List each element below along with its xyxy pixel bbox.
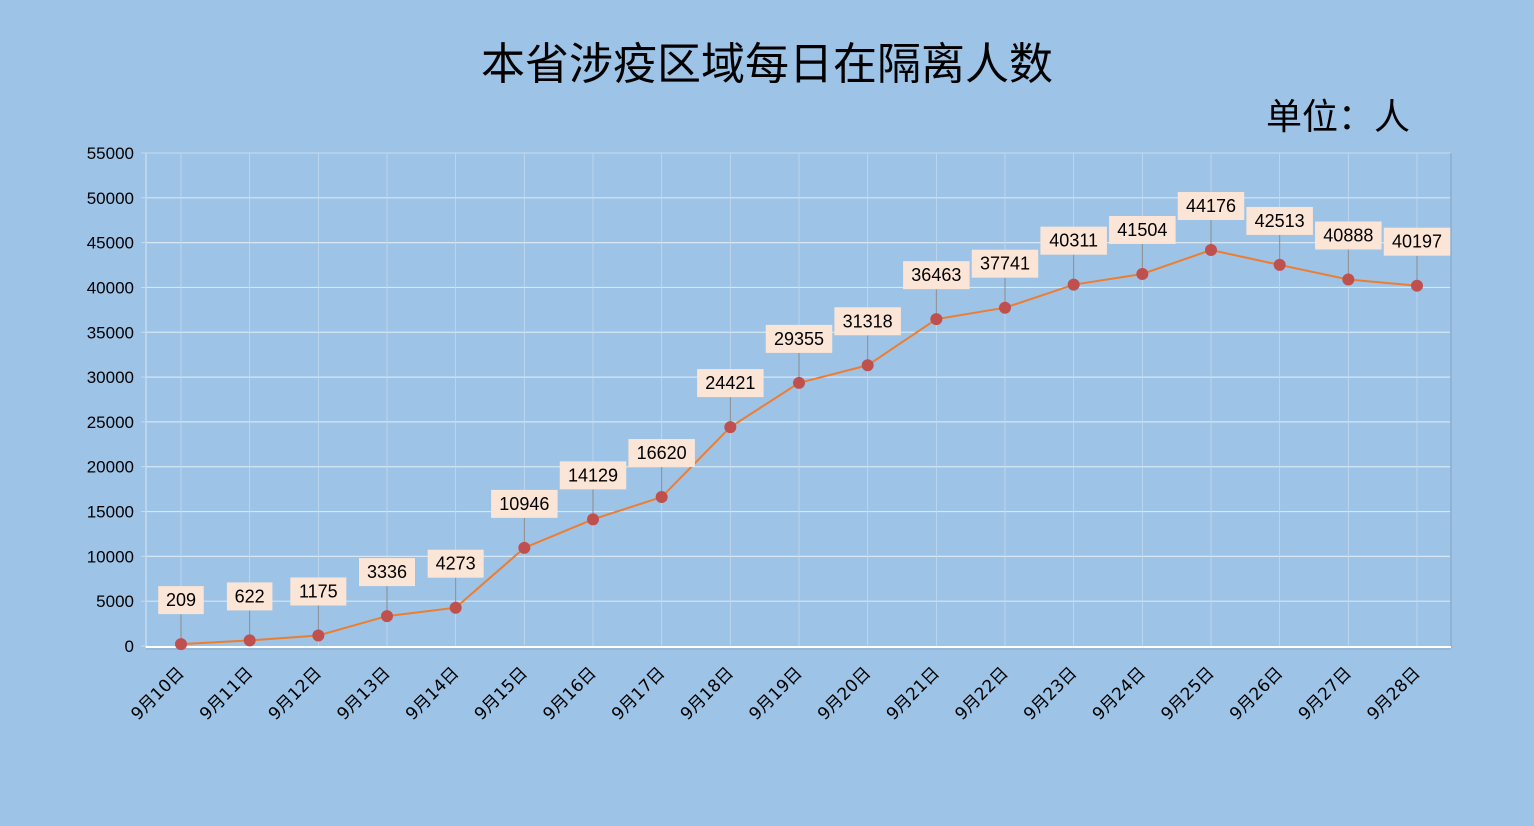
x-tick-label: 9月27日 (1295, 663, 1356, 724)
data-label: 37741 (980, 254, 1030, 274)
data-label-box (697, 369, 764, 398)
data-label-box (765, 324, 833, 353)
data-point-marker (793, 376, 805, 389)
data-point-marker (1273, 258, 1286, 271)
data-label: 36463 (911, 265, 961, 285)
data-label: 40197 (1392, 232, 1442, 252)
data-label: 40311 (1049, 231, 1098, 251)
x-tick-label: 9月12日 (265, 663, 326, 724)
data-point-marker (518, 541, 531, 554)
y-tick-label: 15000 (87, 503, 134, 522)
x-tick-label: 9月26日 (1226, 663, 1287, 724)
data-point-marker (1205, 244, 1217, 257)
data-labels: 209 622 1175 3336 4273 10946 14129 16620 24421 29… (158, 192, 1451, 615)
x-tick-label: 9月28日 (1363, 663, 1424, 724)
x-tick-label: 9月22日 (951, 663, 1012, 724)
data-point-marker (655, 491, 668, 504)
x-tick-label: 9月13日 (333, 663, 394, 724)
y-tick-label: 20000 (87, 458, 134, 477)
x-tick-label: 9月25日 (1157, 663, 1218, 724)
data-label-box (1246, 206, 1313, 235)
data-label-box (491, 489, 558, 518)
y-axis-ticks: 0 5000 10000 15000 20000 25000 30000 35000 40000… (87, 144, 134, 656)
x-tick-label: 9月21日 (883, 663, 944, 724)
data-point-marker (999, 301, 1011, 314)
data-label-box (359, 558, 415, 587)
data-label: 29355 (774, 329, 824, 349)
x-tick-label: 9月23日 (1020, 663, 1081, 724)
data-label: 14129 (568, 465, 618, 485)
x-tick-label: 9月10日 (127, 663, 188, 724)
data-label-box (971, 249, 1039, 278)
data-point-marker (930, 313, 943, 326)
data-label: 40888 (1323, 225, 1373, 245)
data-label-box (427, 549, 484, 578)
data-label-box (834, 307, 901, 336)
data-point-marker (587, 513, 599, 526)
data-point-marker (861, 359, 874, 372)
axes (141, 152, 1452, 650)
data-label-box (1383, 227, 1451, 256)
data-label-box (290, 577, 347, 606)
data-label: 44176 (1186, 196, 1236, 216)
data-label-box (1315, 221, 1382, 250)
data-label-box (226, 582, 273, 611)
x-tick-label: 9月24日 (1089, 663, 1150, 724)
markers (175, 244, 1423, 651)
y-tick-label: 5000 (96, 592, 134, 611)
data-point-marker (381, 610, 393, 623)
data-point-marker (724, 421, 737, 434)
x-tick-label: 9月15日 (471, 663, 532, 724)
x-tick-label: 9月16日 (539, 663, 600, 724)
data-point-marker (312, 629, 325, 642)
data-point-marker (1067, 278, 1080, 291)
y-tick-label: 0 (125, 637, 134, 656)
y-tick-label: 50000 (87, 189, 134, 208)
data-label: 16620 (637, 443, 687, 463)
y-tick-label: 30000 (87, 368, 134, 387)
data-point-marker (243, 634, 256, 647)
data-label: 4273 (436, 554, 476, 574)
data-label: 622 (235, 586, 265, 606)
y-tick-label: 25000 (87, 413, 134, 432)
chart-title: 本省涉疫区域每日在隔离人数 (481, 39, 1053, 90)
unit-label: 单位：人 (1266, 97, 1411, 138)
x-tick-label: 9月11日 (196, 663, 257, 724)
data-label-box (1109, 215, 1176, 244)
data-point-marker (449, 601, 462, 614)
x-tick-label: 9月19日 (745, 663, 806, 724)
x-tick-label: 9月14日 (402, 663, 463, 724)
data-label-box (559, 461, 627, 490)
x-axis-ticks: 9月10日 9月11日 9月12日 9月13日 9月14日 9月15日 9月16日 9月17日… (127, 663, 1424, 724)
data-label: 10946 (499, 494, 549, 514)
y-tick-label: 40000 (87, 278, 134, 297)
data-label: 42513 (1255, 211, 1305, 231)
data-point-marker (175, 638, 187, 651)
data-label-box (1177, 192, 1245, 221)
data-point-marker (1411, 279, 1423, 292)
x-tick-label: 9月17日 (608, 663, 669, 724)
x-tick-label: 9月18日 (677, 663, 738, 724)
data-label-box (158, 586, 204, 615)
y-tick-label: 35000 (87, 323, 134, 342)
data-label-box (628, 439, 695, 468)
data-label-box (903, 261, 970, 290)
data-label: 24421 (705, 373, 755, 393)
data-label: 3336 (367, 562, 407, 582)
x-tick-label: 9月20日 (814, 663, 875, 724)
y-tick-label: 55000 (87, 144, 134, 163)
y-tick-label: 45000 (87, 234, 134, 253)
data-label: 1175 (299, 581, 338, 601)
data-label: 41504 (1117, 220, 1167, 240)
data-label: 31318 (843, 311, 893, 331)
data-label: 209 (166, 590, 196, 610)
data-label-box (1040, 226, 1107, 255)
data-point-marker (1136, 267, 1149, 280)
y-tick-label: 10000 (87, 547, 134, 566)
data-point-marker (1342, 273, 1355, 286)
